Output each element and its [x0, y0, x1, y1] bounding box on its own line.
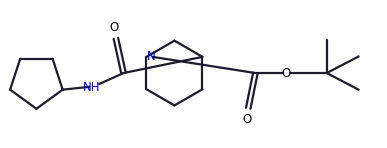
- Text: NH: NH: [82, 81, 100, 94]
- Text: O: O: [242, 113, 252, 126]
- Text: O: O: [110, 21, 119, 34]
- Text: O: O: [282, 67, 291, 79]
- Text: N: N: [147, 50, 156, 63]
